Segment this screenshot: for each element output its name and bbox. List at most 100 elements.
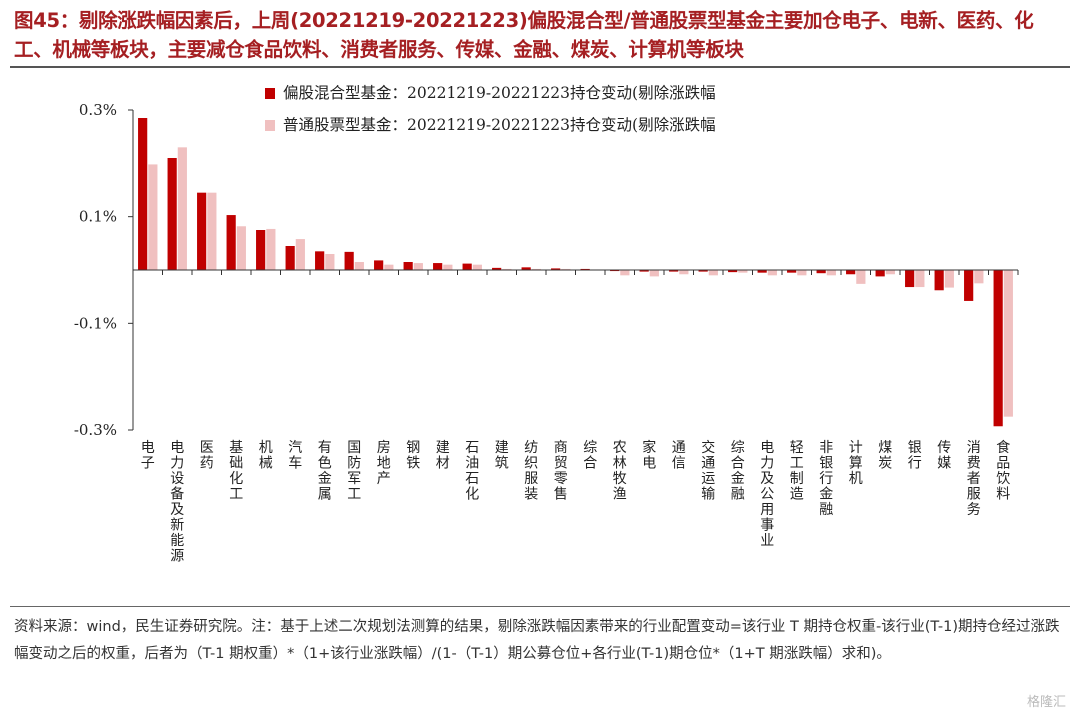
bar xyxy=(846,270,856,275)
bar xyxy=(905,270,915,288)
bar xyxy=(993,270,1003,427)
bar xyxy=(669,270,679,272)
bar xyxy=(974,270,984,284)
bar xyxy=(964,270,974,301)
x-tick-label: 建材 xyxy=(436,440,450,472)
x-tick-label: 汽车 xyxy=(288,440,302,472)
x-tick-label: 轻工制造 xyxy=(790,440,804,503)
bar xyxy=(1003,270,1013,417)
bar xyxy=(767,270,777,276)
x-tick-label: 机械 xyxy=(259,440,273,472)
y-axis: 0.3% 0.1% -0.1% -0.3% xyxy=(74,101,134,439)
bar xyxy=(885,270,895,275)
bar xyxy=(531,268,541,270)
source-note: 资料来源：wind，民生证券研究院。注：基于上述二次规划法测算的结果，剔除涨跌幅… xyxy=(14,619,1060,662)
x-tick-label: 消费者服务 xyxy=(967,440,981,518)
bar xyxy=(256,230,266,270)
bar xyxy=(472,264,482,270)
x-tick-label: 农林牧渔 xyxy=(613,440,627,503)
bar xyxy=(403,262,413,270)
x-tick-label: 传媒 xyxy=(937,440,951,472)
bar xyxy=(934,270,944,291)
x-tick-label: 电力及公用事业 xyxy=(760,440,774,549)
bar xyxy=(551,268,561,270)
bar xyxy=(797,270,807,276)
bar xyxy=(816,270,826,274)
x-tick-label: 电子 xyxy=(141,440,155,472)
bar xyxy=(148,164,158,270)
bar xyxy=(344,251,354,270)
bar xyxy=(757,270,767,273)
watermark-logo: 格隆汇 xyxy=(1026,695,1066,710)
bar xyxy=(295,239,305,270)
x-tick-label: 家电 xyxy=(642,439,656,472)
x-tick-label: 电力设备及新能源 xyxy=(170,440,184,565)
bar xyxy=(325,254,335,270)
x-tick-label: 通信 xyxy=(672,440,686,472)
bar xyxy=(207,192,217,270)
x-tick-label: 有色金属 xyxy=(318,440,332,503)
bar xyxy=(620,270,630,276)
bar xyxy=(708,270,718,276)
bar-chart: 偏股混合型基金：20221219-20221223持仓变动(剔除涨跌幅普通股票型… xyxy=(74,84,1019,565)
bar xyxy=(443,264,453,270)
bar xyxy=(226,215,236,270)
y-tick-label: -0.1% xyxy=(74,314,117,332)
title-divider xyxy=(10,66,1070,68)
x-tick-label: 基础化工 xyxy=(229,439,243,503)
legend-label: 偏股混合型基金：20221219-20221223持仓变动(剔除涨跌幅 xyxy=(283,84,716,102)
bar xyxy=(462,263,472,270)
x-tick-label: 综合金融 xyxy=(731,440,745,503)
bar xyxy=(521,267,531,270)
x-tick-label: 计算机 xyxy=(849,440,863,487)
legend-label: 普通股票型基金：20221219-20221223持仓变动(剔除涨跌幅 xyxy=(283,116,716,134)
bar xyxy=(433,263,443,270)
x-tick-label: 综合 xyxy=(583,440,597,472)
x-tick-label: 医药 xyxy=(200,440,214,472)
bar xyxy=(266,228,276,270)
bar xyxy=(679,270,689,275)
x-tick-label: 非银行金融 xyxy=(819,440,833,518)
bar-series xyxy=(138,118,1013,427)
bar xyxy=(580,268,590,270)
note-divider xyxy=(10,606,1070,607)
x-tick-label: 银行 xyxy=(908,440,922,472)
y-tick-label: 0.3% xyxy=(79,101,117,119)
bar xyxy=(413,263,423,270)
chart-legend: 偏股混合型基金：20221219-20221223持仓变动(剔除涨跌幅普通股票型… xyxy=(265,84,716,134)
x-tick-label: 房地产 xyxy=(377,440,391,487)
bar xyxy=(374,260,384,270)
x-tick-label: 商贸零售 xyxy=(554,440,568,503)
bar xyxy=(354,262,364,270)
bar xyxy=(649,270,659,277)
bar xyxy=(177,147,187,270)
x-tick-label: 食品饮料 xyxy=(996,439,1010,503)
legend-swatch xyxy=(265,120,275,131)
x-tick-label: 建筑 xyxy=(495,440,509,472)
bar xyxy=(384,264,394,270)
bar xyxy=(787,270,797,273)
bar xyxy=(561,268,571,270)
bar xyxy=(197,192,207,270)
bar xyxy=(236,226,246,270)
y-tick-label: 0.1% xyxy=(79,208,117,226)
x-tick-label: 国防军工 xyxy=(347,440,361,503)
x-tick-label: 交通运输 xyxy=(701,439,715,503)
bar xyxy=(826,270,836,276)
x-tick-label: 钢铁 xyxy=(406,440,420,472)
bar xyxy=(502,268,512,270)
x-tick-label: 石油石化 xyxy=(465,440,479,503)
x-tick-label: 纺织服装 xyxy=(524,440,538,503)
bar xyxy=(856,270,866,284)
bar xyxy=(728,270,738,273)
y-tick-label: -0.3% xyxy=(74,421,117,439)
bar xyxy=(285,246,295,270)
page-title: 图45：剔除涨跌幅因素后，上周(20221219-20221223)偏股混合型/… xyxy=(14,9,1034,61)
bar xyxy=(167,158,177,270)
bar xyxy=(944,270,954,288)
bar xyxy=(639,270,649,272)
bar xyxy=(315,251,325,270)
bar xyxy=(738,270,748,273)
bar xyxy=(610,270,620,272)
